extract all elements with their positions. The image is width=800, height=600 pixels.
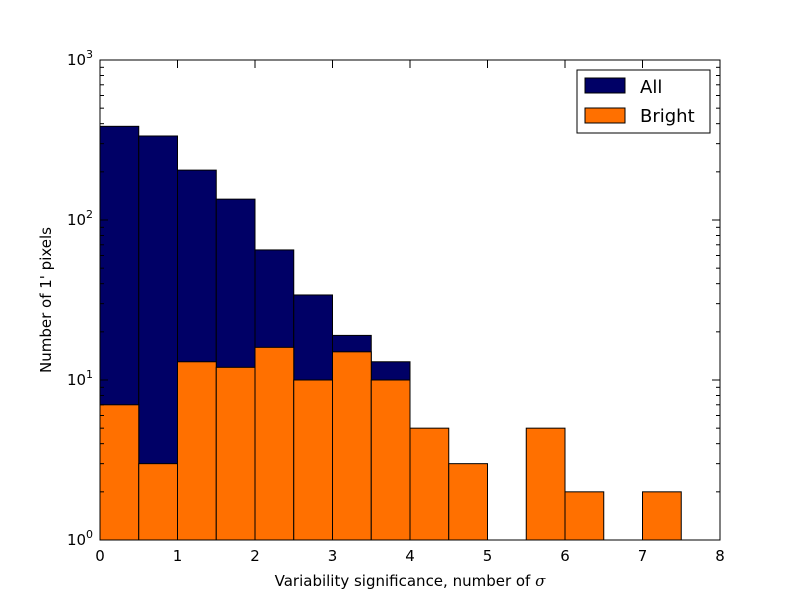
bar-bright bbox=[254, 346, 295, 541]
x-tick-label: 3 bbox=[328, 547, 338, 565]
bar-bright bbox=[332, 351, 372, 541]
x-tick-label: 5 bbox=[483, 547, 493, 565]
x-tick-label: 1 bbox=[173, 547, 183, 565]
y-axis-label: Number of 1' pixels bbox=[37, 227, 55, 373]
y-tick-labels: 100 101 102 103 bbox=[67, 48, 93, 549]
legend-swatch-all bbox=[584, 77, 626, 94]
y-tick-label: 102 bbox=[67, 208, 93, 229]
bar-bright bbox=[448, 463, 488, 541]
bar-bright bbox=[370, 379, 411, 541]
series-bright-bars bbox=[99, 346, 682, 541]
x-tick-label: 4 bbox=[405, 547, 415, 565]
x-tick-label: 2 bbox=[250, 547, 260, 565]
bar-bright bbox=[293, 379, 333, 541]
bar-bright bbox=[409, 427, 450, 541]
x-tick-label: 0 bbox=[95, 547, 105, 565]
legend-swatch-bright bbox=[584, 107, 626, 124]
legend-label-all: All bbox=[640, 77, 662, 98]
x-tick-label: 6 bbox=[560, 547, 570, 565]
y-tick-label: 100 bbox=[67, 528, 93, 549]
legend: All Bright bbox=[576, 69, 711, 134]
bar-bright bbox=[215, 366, 256, 541]
y-tick-label: 103 bbox=[67, 48, 93, 69]
bar-bright bbox=[525, 427, 566, 541]
y-tick-label: 101 bbox=[67, 368, 93, 389]
x-tick-label: 7 bbox=[638, 547, 648, 565]
bar-bright bbox=[642, 491, 682, 541]
bar-bright bbox=[177, 361, 217, 541]
bar-bright bbox=[99, 404, 140, 541]
bar-bright bbox=[564, 491, 605, 541]
x-axis-label: Variability significance, number of σ bbox=[275, 572, 547, 590]
legend-label-bright: Bright bbox=[640, 106, 695, 127]
x-tick-label: 8 bbox=[715, 547, 725, 565]
plot-frame bbox=[99, 59, 721, 541]
bar-bright bbox=[138, 463, 178, 541]
x-tick-labels: 0 1 2 3 4 5 6 7 8 bbox=[95, 547, 725, 565]
